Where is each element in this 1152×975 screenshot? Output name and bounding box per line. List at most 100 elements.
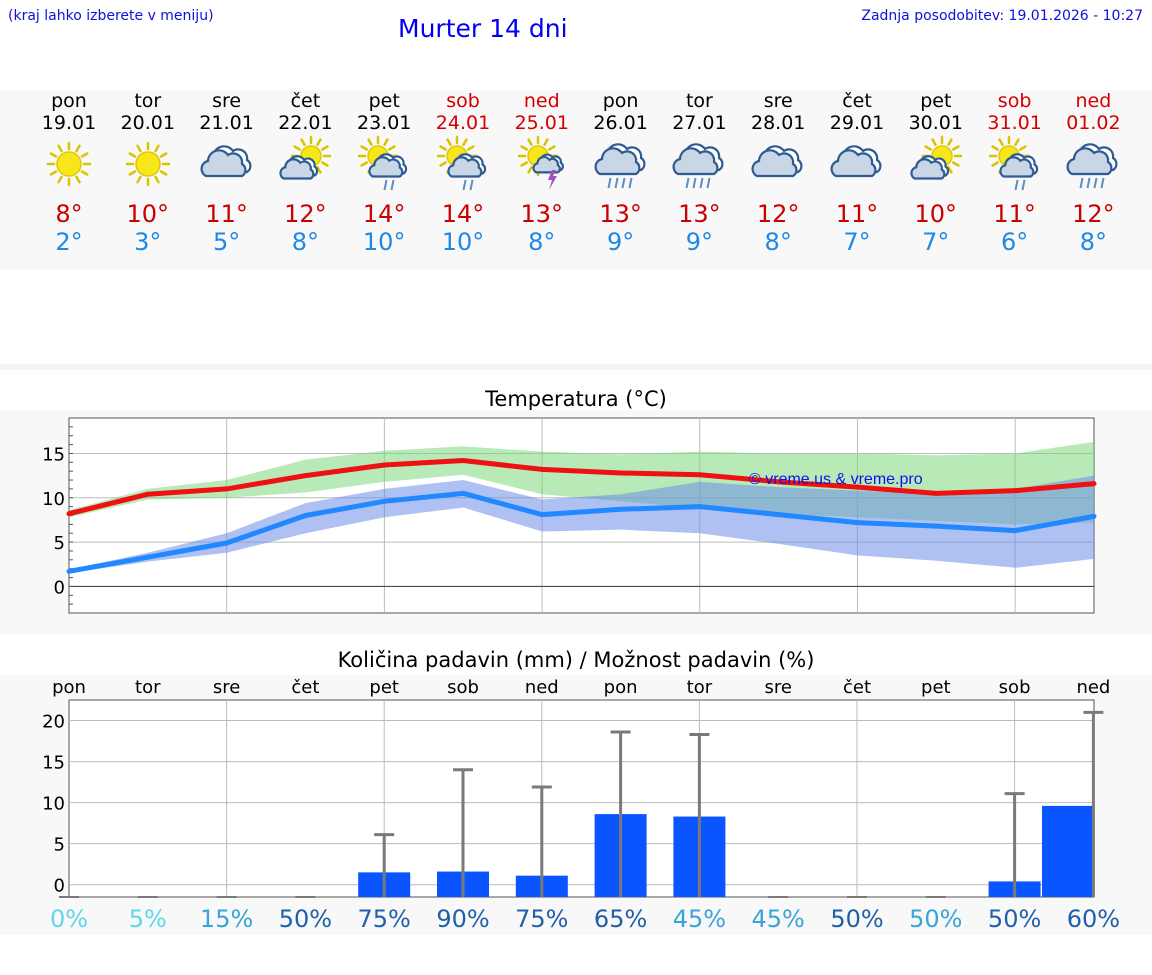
- rain-drop: [1079, 177, 1084, 189]
- precipitation-bar: [1042, 805, 1094, 897]
- min-temperature: 8°: [291, 228, 320, 256]
- sun-cloud-rain-icon: [436, 135, 487, 191]
- temperature-max-point: [539, 466, 545, 472]
- partly-cloudy-icon: [910, 135, 963, 180]
- sun-ray: [128, 152, 137, 158]
- sun-cloud-rain-icon: [357, 135, 408, 191]
- day-name: pet: [920, 90, 952, 112]
- day-date: 22.01: [278, 112, 333, 134]
- sun-ray: [439, 145, 447, 151]
- sun-ray: [159, 170, 168, 176]
- rain-drop: [1100, 177, 1105, 189]
- sun-ray: [1018, 145, 1027, 151]
- day-date: 20.01: [120, 112, 175, 134]
- day-date: 23.01: [356, 112, 412, 134]
- precipitation-probability: 50%: [988, 905, 1041, 933]
- day-column: čet 22.01 12° 8°: [265, 90, 345, 256]
- sun-ray: [990, 145, 999, 151]
- sun-ray: [360, 161, 369, 167]
- cloud-shape: [1066, 147, 1113, 176]
- day-label: ned: [1076, 677, 1110, 698]
- cloud-heavy-rain-icon: [672, 143, 724, 189]
- cloud-heavy-rain-icon: [594, 143, 646, 189]
- day-name: sre: [763, 90, 793, 112]
- sun-ray: [321, 145, 330, 151]
- temperature-max-point: [618, 470, 624, 476]
- daily-forecast-strip: pon 19.01 8° 2° tor 20.01 10° 3° sre 21.01 11° 5° če…: [0, 90, 1152, 270]
- day-label: čet: [291, 677, 319, 698]
- sun-ray: [316, 138, 323, 146]
- sun-ray: [997, 138, 1004, 146]
- min-temperature: 8°: [528, 228, 556, 256]
- min-temperature: 7°: [843, 228, 871, 256]
- sun-ray: [947, 166, 953, 174]
- rain-drop: [699, 177, 704, 189]
- sun-ray: [80, 170, 89, 176]
- max-temperature: 8°: [55, 200, 83, 228]
- sun-ray: [293, 145, 302, 151]
- max-temperature: 14°: [441, 200, 485, 228]
- precipitation-chart-title: Količina padavin (mm) / Možnost padavin …: [337, 648, 815, 672]
- cloud-shape: [368, 156, 404, 178]
- sun-ray: [520, 145, 528, 151]
- sun-ray: [520, 161, 528, 167]
- day-label: sob: [999, 677, 1031, 698]
- cloud-shape: [447, 156, 483, 178]
- min-temperature: 10°: [441, 228, 485, 256]
- sun-disc: [56, 151, 82, 177]
- temperature-max-point: [1091, 481, 1097, 487]
- sunny-icon: [125, 141, 171, 187]
- location-hint[interactable]: (kraj lahko izberete v meniju): [8, 8, 214, 24]
- precipitation-probability: 5%: [129, 905, 167, 933]
- max-temperature: 12°: [1072, 200, 1115, 228]
- sun-cloud-rain-icon: [988, 135, 1038, 191]
- day-name: tor: [134, 90, 162, 112]
- day-name: sre: [212, 90, 242, 112]
- precipitation-probability: 65%: [594, 905, 647, 933]
- y-tick-label: 15: [42, 753, 65, 774]
- sun-thunder-icon: [517, 135, 564, 190]
- y-tick-label: 10: [42, 794, 65, 815]
- day-date: 30.01: [908, 112, 963, 134]
- day-label: čet: [843, 677, 871, 698]
- min-temperature: 5°: [212, 228, 241, 256]
- max-temperature: 12°: [756, 200, 800, 228]
- day-label: sre: [213, 677, 240, 698]
- sun-ray: [154, 144, 160, 153]
- min-temperature: 3°: [134, 228, 162, 256]
- sun-ray: [924, 145, 932, 151]
- day-label: pet: [921, 677, 951, 698]
- max-temperature: 11°: [205, 200, 248, 228]
- rain-drop: [390, 179, 395, 191]
- max-temperature: 10°: [914, 200, 958, 228]
- cloud-heavy-rain-icon: [1066, 143, 1118, 189]
- sun-thunder-icon: [517, 135, 564, 190]
- day-name: pon: [602, 90, 639, 112]
- day-date: 26.01: [593, 112, 648, 134]
- rain-drop: [469, 179, 474, 191]
- day-column: sob 24.01 14° 10°: [423, 90, 503, 256]
- partly-cloudy-icon: [279, 135, 332, 180]
- cloud-shape: [279, 158, 315, 180]
- temperature-min-point: [224, 540, 230, 546]
- rain-drop: [1086, 177, 1091, 189]
- temperature-max-point: [933, 490, 939, 496]
- day-column: ned 01.02 12° 8°: [1053, 90, 1133, 256]
- precipitation-probability: 15%: [200, 905, 253, 933]
- day-column: pon 19.01 8° 2°: [29, 90, 109, 256]
- sun-ray: [136, 175, 142, 184]
- cloud-shape: [532, 155, 561, 174]
- y-tick-label: 15: [42, 444, 65, 465]
- cloudy-icon: [751, 145, 803, 178]
- sun-ray: [439, 161, 447, 167]
- max-temperature: 13°: [520, 200, 564, 228]
- max-temperature: 12°: [284, 200, 327, 228]
- day-label: pon: [52, 677, 86, 698]
- rain-drop: [614, 177, 619, 189]
- sun-ray: [321, 161, 330, 167]
- day-name: sob: [997, 90, 1032, 112]
- lightning-bolt: [547, 170, 557, 190]
- min-temperature: 8°: [764, 228, 792, 256]
- day-date: 29.01: [829, 112, 885, 134]
- sun-ray: [527, 166, 533, 174]
